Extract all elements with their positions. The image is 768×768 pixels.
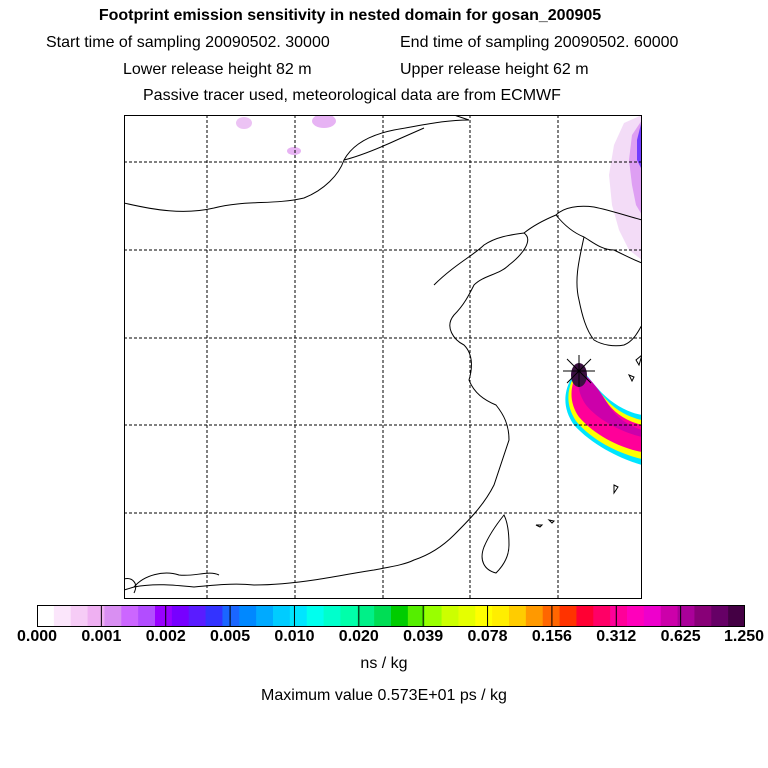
color-scale-swatch xyxy=(593,605,611,627)
end-time-label: End time of sampling 20090502. 60000 xyxy=(400,34,679,51)
color-scale-swatch xyxy=(171,605,190,627)
color-scale-swatch xyxy=(138,605,156,627)
color-scale-swatch xyxy=(239,605,257,627)
tracer-note: Passive tracer used, meteorological data… xyxy=(143,87,561,104)
color-scale-swatch xyxy=(441,605,459,627)
color-scale-swatch xyxy=(509,605,527,627)
color-scale-tick-label: 0.078 xyxy=(467,628,508,645)
footprint-map xyxy=(124,115,642,599)
color-scale-swatch xyxy=(37,605,55,627)
color-scale-tick-label: 0.312 xyxy=(596,628,637,645)
color-scale-swatch xyxy=(542,605,561,627)
color-scale-swatch xyxy=(627,605,645,627)
color-scale-swatch xyxy=(374,605,392,627)
color-scale-swatch xyxy=(222,605,240,627)
lat-lon-grid xyxy=(124,115,642,599)
color-scale-tick-label: 0.002 xyxy=(145,628,186,645)
color-scale-swatch xyxy=(576,605,594,627)
release-location-marker xyxy=(563,355,595,387)
color-scale-tick-label: 0.020 xyxy=(338,628,379,645)
color-scale-swatch xyxy=(458,605,476,627)
color-scale-swatch xyxy=(53,605,72,627)
color-scale-swatch xyxy=(610,605,628,627)
color-scale-swatch xyxy=(306,605,325,627)
color-scale-tick-label: 0.156 xyxy=(531,628,572,645)
color-scale-swatch xyxy=(407,605,426,627)
maximum-value-label: Maximum value 0.573E+01 ps / kg xyxy=(261,687,507,704)
coastlines xyxy=(124,115,642,594)
color-scale-swatch xyxy=(205,605,223,627)
color-scale-swatch xyxy=(256,605,274,627)
upper-height-label: Upper release height 62 m xyxy=(400,61,589,78)
color-scale-swatch xyxy=(728,605,745,627)
color-scale-tick-label: 0.005 xyxy=(210,628,251,645)
low-sensitivity-patches xyxy=(236,115,642,260)
color-scale-swatch xyxy=(70,605,89,627)
color-scale-swatch xyxy=(492,605,510,627)
lower-height-label: Lower release height 82 m xyxy=(123,61,312,78)
color-scale-swatch xyxy=(677,605,695,627)
color-scale-swatch xyxy=(711,605,729,627)
color-scale-tick-label: 0.010 xyxy=(274,628,315,645)
color-scale-swatch xyxy=(391,605,409,627)
color-scale-swatch xyxy=(525,605,544,627)
map-title: Footprint emission sensitivity in nested… xyxy=(98,7,602,24)
color-scale-swatch xyxy=(424,605,443,627)
color-scale-swatch xyxy=(475,605,493,627)
color-scale-swatch xyxy=(104,605,122,627)
color-scale-bar xyxy=(37,605,745,627)
emission-plume xyxy=(563,355,642,465)
color-scale-swatch xyxy=(559,605,577,627)
color-scale-tick-label: 0.039 xyxy=(403,628,444,645)
color-scale-swatch xyxy=(273,605,291,627)
color-scale-swatch xyxy=(87,605,105,627)
color-scale-swatch xyxy=(323,605,341,627)
color-scale-swatch xyxy=(188,605,207,627)
color-scale-frame xyxy=(37,605,745,627)
color-scale-tick-label: 0.625 xyxy=(660,628,701,645)
start-time-label: Start time of sampling 20090502. 30000 xyxy=(46,34,330,51)
color-scale-unit: ns / kg xyxy=(360,655,408,672)
color-scale-swatch xyxy=(155,605,173,627)
color-scale-swatch xyxy=(357,605,375,627)
color-scale-swatch xyxy=(340,605,358,627)
color-scale-swatch xyxy=(660,605,679,627)
color-scale-tick-label: 0.001 xyxy=(81,628,122,645)
color-scale-swatch xyxy=(121,605,139,627)
color-scale-swatch xyxy=(694,605,712,627)
color-scale-swatch xyxy=(289,605,308,627)
color-scale-swatch xyxy=(643,605,662,627)
map-frame xyxy=(124,115,642,599)
color-scale-tick-label: 0.000 xyxy=(16,628,58,645)
color-scale-tick-label: 1.250 xyxy=(723,628,765,645)
